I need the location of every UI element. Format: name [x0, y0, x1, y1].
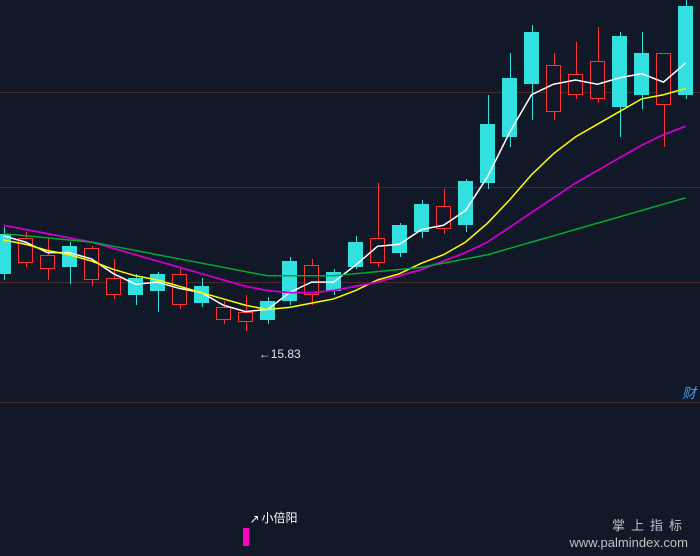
signal-label: 小倍阳 — [262, 509, 298, 526]
gridline — [0, 282, 700, 283]
ma-line-MA-long — [4, 126, 686, 292]
signal-marker — [243, 528, 249, 546]
watermark-url: www.palmindex.com — [570, 535, 689, 552]
ma-line-MA-mid — [4, 88, 686, 309]
candlestick-chart[interactable]: ←15.83 财 — [0, 0, 700, 400]
watermark: 掌上指标 www.palmindex.com — [570, 518, 689, 552]
signal-arrow-icon: ↗ — [250, 512, 260, 526]
ma-lines — [0, 0, 700, 400]
watermark-title: 掌上指标 — [570, 518, 689, 535]
gridline — [0, 187, 700, 188]
indicator-panel[interactable]: ↗小倍阳 掌上指标 www.palmindex.com — [0, 402, 700, 556]
cai-label: 财 — [682, 383, 696, 403]
ma-line-MA-longer — [4, 198, 686, 276]
price-annotation: ←15.83 — [259, 347, 301, 361]
